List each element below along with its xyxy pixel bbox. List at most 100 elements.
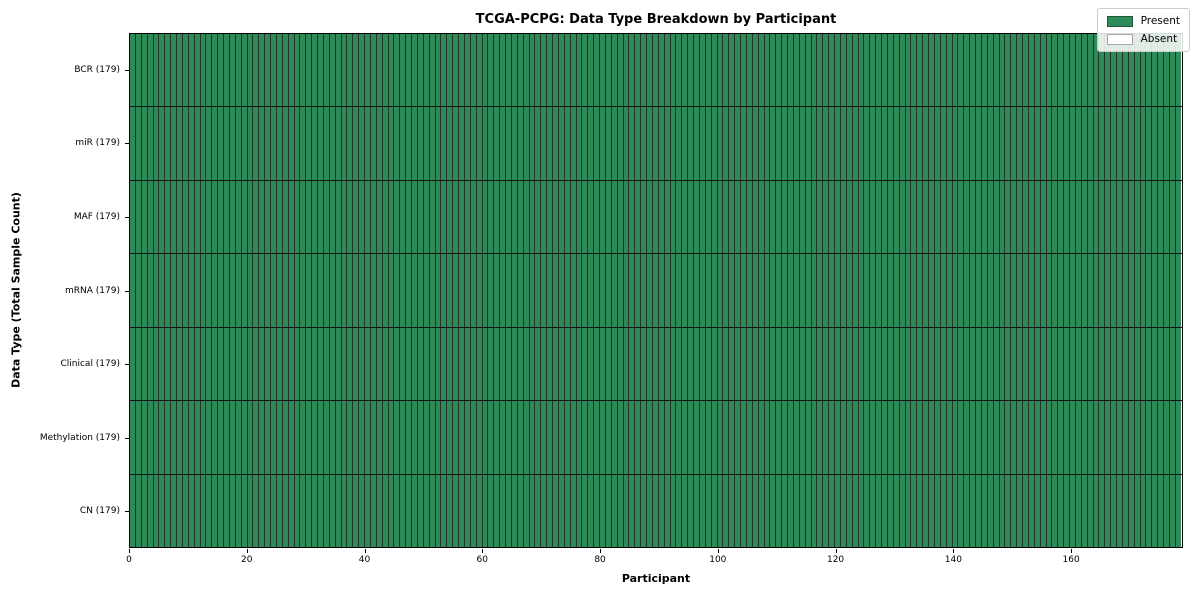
heatmap-cell — [181, 254, 188, 327]
heatmap-cell — [252, 401, 259, 474]
heatmap-cell — [986, 474, 993, 547]
heatmap-cell — [458, 474, 464, 547]
heatmap-cell — [516, 34, 523, 107]
heatmap-cell — [1027, 180, 1034, 254]
heatmap-cell — [130, 34, 135, 107]
heatmap-cell — [992, 180, 999, 254]
heatmap-cell — [493, 107, 500, 180]
heatmap-cell — [781, 34, 787, 107]
heatmap-cell — [1098, 474, 1105, 547]
heatmap-cell — [446, 107, 453, 180]
heatmap-cell — [792, 34, 799, 107]
y-tick-label-Methylation: Methylation (179) — [39, 432, 120, 443]
heatmap-cell — [199, 401, 206, 474]
heatmap-cell — [369, 254, 376, 327]
heatmap-cell — [810, 401, 817, 474]
heatmap-cell — [293, 474, 300, 547]
heatmap-cell — [176, 107, 182, 180]
heatmap-cell — [616, 474, 623, 547]
heatmap-cell — [187, 327, 194, 401]
heatmap-cell — [681, 474, 688, 547]
heatmap-cell — [587, 401, 594, 474]
heatmap-cell — [1127, 254, 1134, 327]
heatmap-cell — [1121, 107, 1128, 180]
heatmap-cell — [234, 180, 241, 254]
heatmap-cell — [352, 401, 359, 474]
heatmap-cell — [975, 180, 981, 254]
heatmap-cell — [904, 474, 911, 547]
heatmap-cell — [552, 401, 558, 474]
heatmap-cell — [616, 107, 623, 180]
heatmap-cell — [1133, 401, 1140, 474]
heatmap-cell — [1168, 254, 1175, 327]
heatmap-cell — [757, 254, 764, 327]
heatmap-cell — [170, 254, 176, 327]
heatmap-cell — [669, 327, 676, 401]
heatmap-cell — [898, 254, 905, 327]
heatmap-cell — [193, 401, 200, 474]
heatmap-cell — [1133, 327, 1140, 401]
heatmap-cell — [540, 474, 547, 547]
heatmap-cell — [722, 107, 729, 180]
heatmap-cell — [499, 34, 505, 107]
heatmap-cell — [669, 34, 676, 107]
heatmap-cell — [804, 401, 811, 474]
heatmap-cell — [704, 107, 711, 180]
heatmap-cell — [975, 327, 981, 401]
heatmap-cell — [928, 474, 934, 547]
heatmap-cell — [969, 180, 975, 254]
heatmap-cell — [1080, 327, 1087, 401]
heatmap-cell — [804, 34, 811, 107]
heatmap-cell — [1174, 401, 1181, 474]
heatmap-cell — [963, 254, 970, 327]
heatmap-cell — [681, 180, 688, 254]
heatmap-cell — [957, 401, 964, 474]
heatmap-cell — [199, 327, 206, 401]
heatmap-cell — [798, 180, 805, 254]
heatmap-cell — [933, 34, 940, 107]
heatmap-cell — [334, 254, 341, 327]
heatmap-cell — [863, 474, 870, 547]
heatmap-cell — [1045, 34, 1052, 107]
heatmap-cell — [998, 474, 1005, 547]
heatmap-cell — [275, 401, 282, 474]
heatmap-cell — [575, 327, 582, 401]
heatmap-cell — [146, 327, 153, 401]
heatmap-cell — [628, 327, 635, 401]
heatmap-cell — [698, 107, 705, 180]
heatmap-cell — [399, 180, 406, 254]
heatmap-cell — [217, 401, 223, 474]
heatmap-cell — [904, 254, 911, 327]
heatmap-cell — [1022, 474, 1028, 547]
heatmap-cell — [651, 107, 658, 180]
heatmap-cell — [886, 327, 893, 401]
heatmap-cell — [751, 474, 758, 547]
heatmap-cell — [130, 474, 135, 547]
heatmap-cell — [740, 34, 746, 107]
heatmap-cell — [681, 401, 688, 474]
heatmap-cell — [270, 180, 276, 254]
heatmap-cell — [317, 327, 323, 401]
heatmap-cell — [581, 401, 588, 474]
heatmap-cell — [604, 34, 611, 107]
heatmap-cell — [593, 180, 599, 254]
heatmap-cell — [416, 254, 423, 327]
heatmap-cell — [452, 34, 458, 107]
heatmap-cell — [176, 34, 182, 107]
heatmap-cell — [146, 107, 153, 180]
heatmap-cell — [634, 474, 641, 547]
heatmap-cell — [922, 401, 928, 474]
x-tick-mark — [246, 549, 248, 553]
legend-swatch-icon — [1106, 15, 1133, 27]
heatmap-cell — [258, 401, 265, 474]
heatmap-cell — [422, 401, 429, 474]
heatmap-cell — [1163, 180, 1169, 254]
heatmap-cell — [1045, 254, 1052, 327]
heatmap-cell — [745, 254, 752, 327]
heatmap-cell — [1121, 474, 1128, 547]
heatmap-cell — [839, 107, 846, 180]
heatmap-cell — [528, 107, 535, 180]
heatmap-cell — [1022, 107, 1028, 180]
heatmap-cell — [969, 474, 975, 547]
heatmap-cell — [1086, 34, 1093, 107]
